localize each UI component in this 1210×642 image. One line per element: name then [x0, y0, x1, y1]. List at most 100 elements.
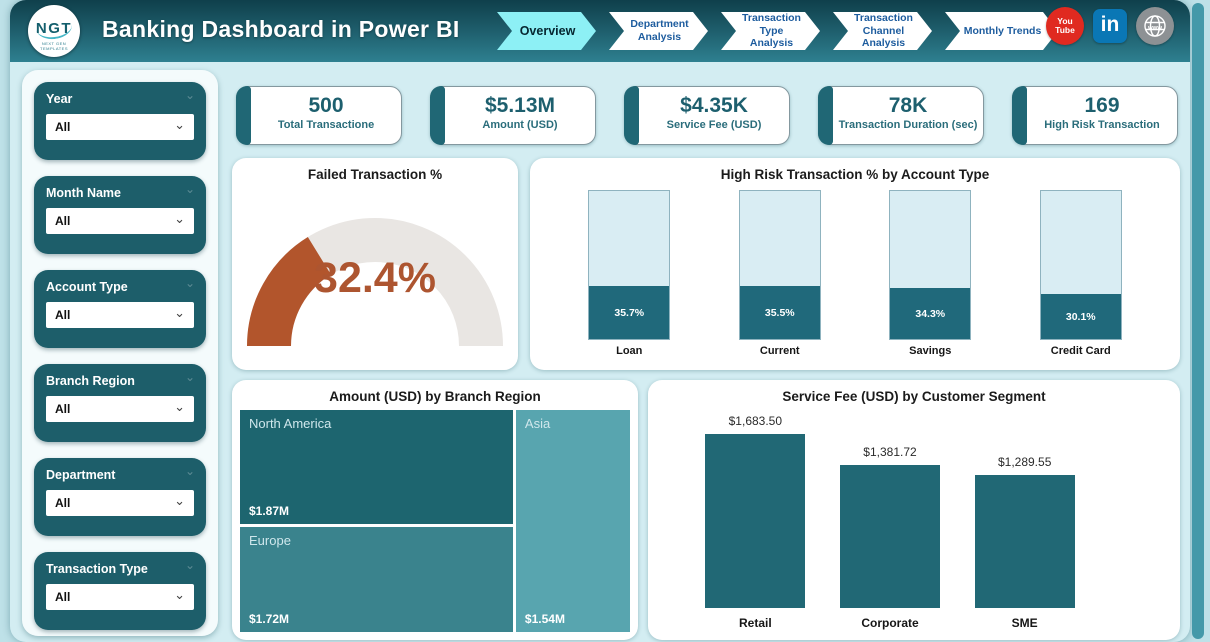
treemap-tile-asia[interactable]: Asia $1.54M [515, 410, 630, 632]
slicer-dropdown-transaction-type[interactable]: All ⌄ [46, 584, 194, 610]
nav-tab-overview[interactable]: Overview [497, 12, 596, 50]
header: NGT NEXT GEN TEMPLATES Banking Dashboard… [10, 0, 1190, 62]
stacked-bar-savings[interactable]: 34.3% [889, 190, 972, 340]
chart-title: Failed Transaction % [307, 167, 443, 182]
slicer-dropdown-year[interactable]: All ⌄ [46, 114, 194, 140]
category-axis-label: Corporate [861, 616, 919, 630]
svg-text:www: www [1147, 26, 1162, 32]
treemap-area: North America $1.87M Europe $1.72M Asia $1.54… [240, 410, 630, 632]
kpi-value: $5.13M [484, 94, 556, 117]
nav-steps: Overview Department Analysis Transaction T… [497, 12, 1058, 50]
stacked-bar-data-label: 30.1% [1065, 310, 1096, 323]
slicer-account-type: Account Type ⌄ All ⌄ [34, 270, 206, 348]
kpi-accent-bar [430, 86, 445, 145]
nav-tab-label: Overview [519, 23, 576, 38]
kpi-card-total-transactione: 500 Total Transactione [236, 86, 402, 145]
nav-tab-transaction-type-analysis[interactable]: Transaction Type Analysis [721, 12, 820, 50]
slicer-label: Month Name [46, 186, 121, 200]
kpi-accent-bar [818, 86, 833, 145]
stacked-bar-group-current: 35.5% Current [705, 190, 856, 366]
collapse-chevron-icon[interactable]: ⌄ [184, 276, 195, 290]
slicer-dropdown-department[interactable]: All ⌄ [46, 490, 194, 516]
bar-group-sme: $1,289.55 SME [957, 416, 1092, 632]
category-axis-label: Credit Card [1050, 345, 1111, 357]
stacked-bar-group-loan: 35.7% Loan [554, 190, 705, 366]
slicer-dropdown-account-type[interactable]: All ⌄ [46, 302, 194, 328]
slicer-label: Branch Region [46, 374, 135, 388]
slicer-transaction-type: Transaction Type ⌄ All ⌄ [34, 552, 206, 630]
chart-title: Amount (USD) by Branch Region [329, 389, 541, 404]
slicer-selected-value: All [55, 590, 71, 604]
high-risk-chart-card: High Risk Transaction % by Account Type … [530, 158, 1180, 370]
nav-tab-monthly-trends[interactable]: Monthly Trends [945, 12, 1058, 50]
stacked-bar-loan[interactable]: 35.7% [588, 190, 671, 340]
stacked-bar-group-savings: 34.3% Savings [855, 190, 1006, 366]
kpi-card-amount-usd: $5.13M Amount (USD) [430, 86, 596, 145]
slicer-dropdown-month-name[interactable]: All ⌄ [46, 208, 194, 234]
kpi-label: High Risk Transaction [1044, 119, 1160, 131]
kpi-accent-bar [624, 86, 639, 145]
stacked-bar-fill: 35.7% [589, 286, 670, 339]
stacked-bar-credit-card[interactable]: 30.1% [1039, 190, 1122, 340]
bar-retail[interactable] [705, 434, 806, 608]
filter-sidebar: Year ⌄ All ⌄ Month Name ⌄ All ⌄ Account Type ⌄ All… [22, 70, 218, 636]
slicer-dropdown-branch-region[interactable]: All ⌄ [46, 396, 194, 422]
kpi-card-service-fee-usd: $4.35K Service Fee (USD) [624, 86, 790, 145]
collapse-chevron-icon[interactable]: ⌄ [184, 464, 195, 478]
gauge-fill[interactable] [247, 218, 503, 347]
youtube-icon-text: You [1057, 16, 1073, 27]
stacked-bar-fill: 30.1% [1040, 294, 1121, 339]
kpi-value: 500 [308, 94, 344, 117]
stacked-bar-data-label: 34.3% [915, 307, 946, 320]
collapse-chevron-icon[interactable]: ⌄ [184, 558, 195, 572]
stacked-bar-fill: 34.3% [890, 288, 971, 339]
bar-group-corporate: $1,381.72 Corporate [823, 416, 958, 632]
kpi-label: Amount (USD) [482, 119, 558, 131]
bar-corporate[interactable] [840, 465, 940, 608]
youtube-icon[interactable]: You Tube [1046, 7, 1084, 45]
kpi-accent-bar [236, 86, 251, 145]
website-icon[interactable]: www [1136, 7, 1174, 45]
logo-tagline: NEXT GEN TEMPLATES [40, 41, 68, 51]
treemap-tile-name: Europe [249, 533, 291, 549]
scrollbar[interactable] [1192, 3, 1204, 639]
collapse-chevron-icon[interactable]: ⌄ [184, 182, 195, 196]
bar-sme[interactable] [974, 474, 1075, 608]
kpi-row: 500 Total Transactione $5.13M Amount (USD) $… [236, 86, 1178, 145]
slicer-selected-value: All [55, 308, 71, 322]
nav-tab-department-analysis[interactable]: Department Analysis [609, 12, 708, 50]
collapse-chevron-icon[interactable]: ⌄ [184, 370, 195, 384]
kpi-card-transaction-duration-sec: 78K Transaction Duration (sec) [818, 86, 984, 145]
slicer-selected-value: All [55, 496, 71, 510]
stacked-bar-current[interactable]: 35.5% [738, 190, 821, 340]
page-title: Banking Dashboard in Power BI [102, 16, 460, 42]
nav-tab-transaction-channel-analysis[interactable]: Transaction Channel Analysis [833, 12, 932, 50]
linkedin-icon[interactable]: in [1093, 9, 1127, 43]
kpi-value: 78K [888, 94, 928, 117]
nav-tab-label: Monthly Trends [963, 24, 1042, 37]
kpi-label: Total Transactione [277, 119, 375, 131]
treemap-card: Amount (USD) by Branch Region North Amer… [232, 380, 638, 640]
treemap-tile-europe[interactable]: Europe $1.72M [240, 527, 513, 632]
failed-transaction-gauge-card: Failed Transaction % 32.4% [232, 158, 518, 370]
slicer-selected-value: All [55, 120, 71, 134]
stacked-bar-group-credit-card: 30.1% Credit Card [1006, 190, 1157, 366]
stacked-bar-fill: 35.5% [739, 286, 820, 339]
category-axis-label: Loan [616, 345, 643, 357]
category-axis-label: Retail [738, 616, 772, 630]
slicer-department: Department ⌄ All ⌄ [34, 458, 206, 536]
treemap-left-column: North America $1.87M Europe $1.72M [240, 410, 513, 632]
kpi-value: $4.35K [680, 94, 748, 117]
kpi-card-high-risk-transaction: 169 High Risk Transaction [1012, 86, 1178, 145]
nav-tab-label: Department Analysis [630, 18, 689, 43]
bar-group-retail: $1,683.50 Retail [688, 414, 823, 632]
treemap-tile-name: North America [249, 416, 332, 431]
slicer-selected-value: All [55, 214, 71, 228]
category-axis-label: Savings [909, 345, 952, 357]
slicer-label: Year [46, 92, 73, 106]
collapse-chevron-icon[interactable]: ⌄ [184, 88, 195, 102]
treemap-tile-north-america[interactable]: North America $1.87M [240, 410, 513, 525]
kpi-label: Service Fee (USD) [666, 119, 762, 131]
treemap-tile-value: $1.54M [524, 612, 565, 626]
